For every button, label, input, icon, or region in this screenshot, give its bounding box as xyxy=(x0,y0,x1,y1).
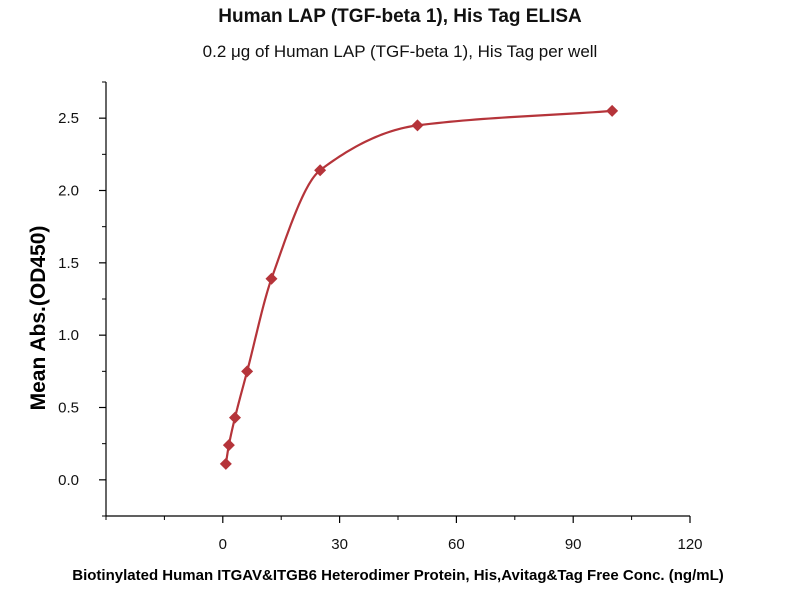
data-point xyxy=(314,164,327,177)
y-tick-label: 0.0 xyxy=(58,472,79,489)
data-point xyxy=(265,272,278,285)
data-point xyxy=(228,411,241,424)
x-tick-label: 0 xyxy=(219,536,227,553)
x-axis-label: Biotinylated Human ITGAV&ITGB6 Heterodim… xyxy=(72,567,723,584)
x-axis-ticks: 0 30 60 90 120 xyxy=(105,516,703,553)
data-point xyxy=(411,119,424,132)
chart-subtitle: 0.2 μg of Human LAP (TGF-beta 1), His Ta… xyxy=(202,42,598,61)
x-tick-label: 90 xyxy=(565,536,582,553)
y-tick-label: 1.0 xyxy=(58,327,79,344)
y-axis-label: Mean Abs.(OD450) xyxy=(27,226,50,411)
data-point xyxy=(241,365,254,378)
x-tick-label: 30 xyxy=(331,536,348,553)
data-point xyxy=(222,439,235,452)
y-tick-label: 1.5 xyxy=(58,255,79,272)
data-points xyxy=(219,104,619,470)
data-point xyxy=(606,104,619,117)
data-point xyxy=(219,457,232,470)
axes xyxy=(105,82,690,517)
x-tick-label: 120 xyxy=(677,536,702,553)
y-tick-label: 0.5 xyxy=(58,400,79,417)
y-tick-label: 2.5 xyxy=(58,110,79,127)
y-axis-ticks: 0.0 0.5 1.0 1.5 2.0 2.5 xyxy=(58,81,106,517)
chart-title: Human LAP (TGF-beta 1), His Tag ELISA xyxy=(218,6,582,27)
y-tick-label: 2.0 xyxy=(58,183,79,200)
fit-curve xyxy=(224,109,613,465)
x-tick-label: 60 xyxy=(448,536,465,553)
